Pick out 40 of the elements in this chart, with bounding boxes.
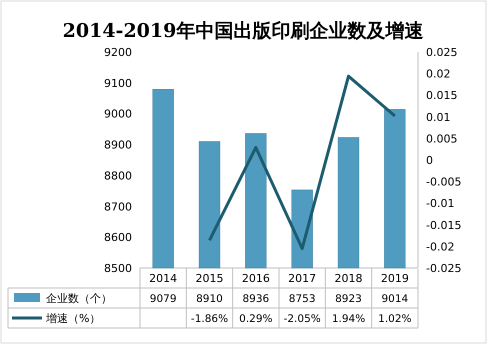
y2-tick-label: 0.025 [426,46,458,59]
data-label: 9079 [150,293,177,305]
data-label: 8923 [335,293,362,305]
data-label: -1.86% [190,313,228,325]
data-label: 8936 [242,293,270,305]
y-tick-label: 9100 [104,76,132,90]
x-tick-label: 2018 [334,272,362,285]
data-label: 9014 [381,293,409,305]
y-tick-label: 8800 [104,169,132,182]
y2-tick-label: -0.02 [426,240,454,254]
x-tick-label: 2016 [242,272,270,285]
y2-tick-label: -0.025 [426,262,462,275]
y2-tick-label: 0.015 [426,89,458,102]
chart-title: 2014-2019年中国出版印刷企业数及增速 [62,20,424,42]
line-series [208,74,396,250]
y-tick-label: 8500 [104,262,132,275]
y-tick-label: 8600 [104,231,132,244]
data-label: -2.05% [284,313,321,325]
data-label: 0.29% [239,313,273,325]
y2-tick-label: 0.01 [426,110,450,124]
x-tick-label: 2015 [196,272,224,285]
x-tick-label: 2019 [380,272,409,285]
y2-tick-label: -0.005 [426,176,462,189]
x-tick-label: 2014 [149,272,178,285]
y2-tick-label: 0 [426,154,433,167]
y-tick-label: 9200 [104,46,132,59]
y-tick-label: 8900 [104,138,132,152]
data-label: 1.02% [378,313,412,325]
y2-tick-label: -0.015 [426,218,462,232]
y2-tick-label: -0.01 [426,197,454,210]
legend-label: 增速（%） [45,312,100,325]
x-tick-label: 2017 [288,272,316,285]
legend-label: 企业数（个） [46,292,112,305]
y-tick-label: 8700 [104,200,132,214]
data-label: 1.94% [332,313,366,325]
data-label: 8753 [288,293,316,305]
data-label: 8910 [196,293,223,305]
y-tick-label: 9000 [104,108,132,121]
y2-tick-label: 0.02 [426,68,450,81]
y2-tick-label: 0.005 [426,132,458,146]
